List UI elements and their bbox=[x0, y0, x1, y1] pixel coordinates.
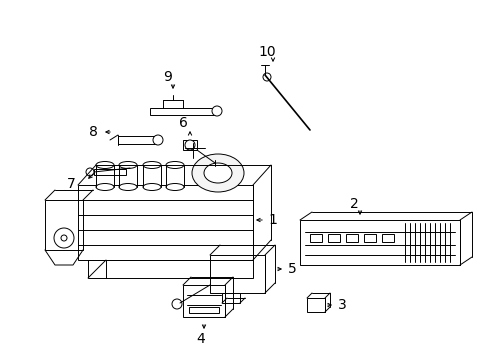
Bar bbox=[183, 140, 197, 150]
Bar bbox=[309, 234, 321, 242]
Text: 1: 1 bbox=[267, 213, 276, 227]
Ellipse shape bbox=[96, 162, 114, 168]
Bar bbox=[381, 234, 393, 242]
Text: 10: 10 bbox=[258, 45, 275, 59]
Bar bbox=[183, 285, 224, 317]
Bar bbox=[150, 108, 215, 115]
Bar bbox=[88, 260, 252, 278]
Ellipse shape bbox=[165, 162, 183, 168]
Bar bbox=[118, 136, 156, 144]
Ellipse shape bbox=[142, 162, 161, 168]
Ellipse shape bbox=[142, 184, 161, 190]
Text: 3: 3 bbox=[337, 298, 346, 312]
Text: 6: 6 bbox=[178, 116, 187, 130]
Text: 9: 9 bbox=[163, 70, 172, 84]
Text: 2: 2 bbox=[349, 197, 358, 211]
Circle shape bbox=[212, 106, 222, 116]
Circle shape bbox=[184, 140, 195, 150]
Ellipse shape bbox=[165, 184, 183, 190]
Ellipse shape bbox=[192, 154, 244, 192]
Ellipse shape bbox=[203, 163, 231, 183]
Text: 7: 7 bbox=[67, 177, 76, 191]
Bar bbox=[209, 255, 264, 293]
Text: 4: 4 bbox=[196, 332, 205, 346]
Bar bbox=[306, 298, 325, 312]
Bar bbox=[299, 220, 459, 265]
Bar bbox=[363, 234, 375, 242]
Text: 5: 5 bbox=[287, 262, 296, 276]
Ellipse shape bbox=[119, 184, 137, 190]
Circle shape bbox=[263, 73, 270, 81]
Ellipse shape bbox=[119, 162, 137, 168]
Bar bbox=[222, 293, 240, 303]
Circle shape bbox=[153, 135, 163, 145]
Circle shape bbox=[172, 299, 182, 309]
Text: 8: 8 bbox=[89, 125, 98, 139]
Bar bbox=[189, 307, 219, 313]
Circle shape bbox=[54, 228, 74, 248]
Bar bbox=[346, 234, 357, 242]
Bar bbox=[327, 234, 339, 242]
Bar bbox=[94, 169, 126, 175]
Bar bbox=[45, 200, 83, 250]
Ellipse shape bbox=[96, 184, 114, 190]
Bar bbox=[78, 185, 252, 260]
Circle shape bbox=[61, 235, 67, 241]
Circle shape bbox=[86, 168, 94, 176]
